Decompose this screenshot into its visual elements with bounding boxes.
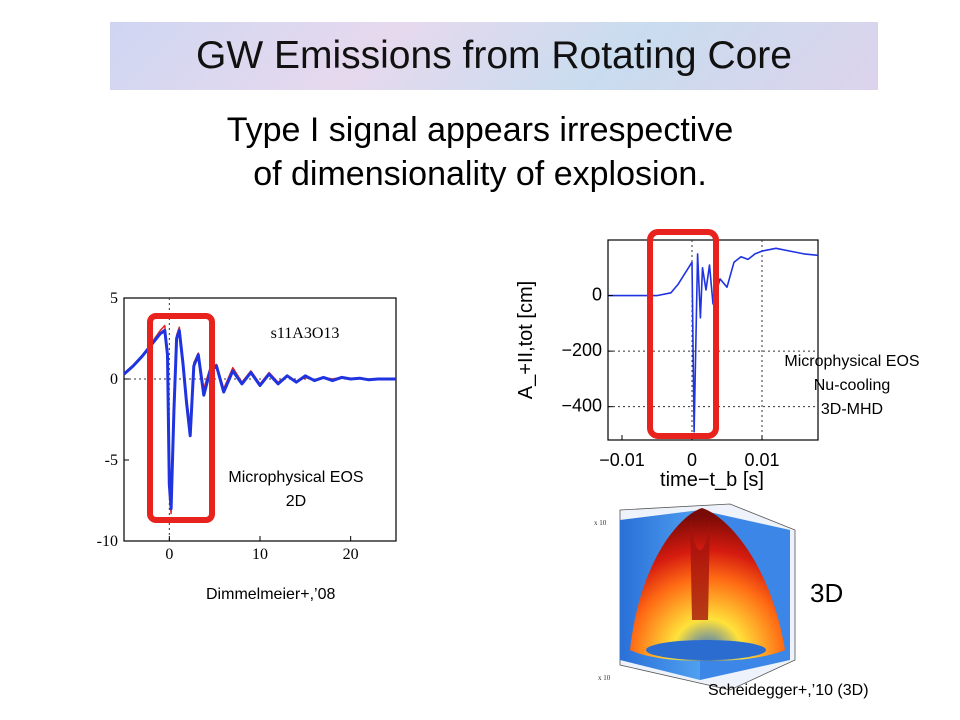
right-waveform-chart: −0.01 0 0.01 0 −200 −400 A_+II,tot [cm] time−… (515, 229, 819, 491)
series-line (608, 247, 819, 433)
cube-axis-glyph: x 10 (594, 519, 607, 527)
left-citation: Dimmelmeier+,’08 (206, 586, 336, 603)
series-line (123, 328, 396, 511)
left-highlight-box (147, 313, 215, 523)
x-tick-label: 0.01 (744, 450, 779, 470)
subtitle-line-1: Type I signal appears irrespective (226, 111, 734, 149)
plume-base (646, 640, 766, 660)
y-tick-label: 0 (110, 371, 118, 388)
cube-axis-glyph: x 10 (598, 674, 611, 682)
x-tick-label: −0.01 (599, 450, 645, 470)
left-chart-title: s11A3O13 (271, 325, 340, 342)
slide-title: GW Emissions from Rotating Core (196, 34, 792, 77)
x-tick-label: 0 (165, 546, 173, 560)
y-tick-label: 5 (110, 290, 118, 307)
right-x-axis-label: time−t_b [s] (660, 469, 764, 491)
plume-core (690, 520, 710, 620)
left-waveform-chart: 0 10 20 5 0 -5 -10 s11A3O13 (97, 290, 397, 560)
subtitle-line-2: of dimensionality of explosion. (253, 155, 707, 193)
y-tick-label: -10 (97, 533, 118, 550)
left-annotation-line-2: 2D (285, 493, 307, 510)
right-annotation-line-2: Nu-cooling (813, 377, 891, 394)
right-y-axis-label: A_+II,tot [cm] (515, 281, 537, 399)
title-banner: GW Emissions from Rotating Core (110, 22, 878, 90)
right-highlight-box (647, 229, 719, 439)
right-citation: Scheidegger+,’10 (3D) (708, 682, 869, 699)
3d-simulation-image: x 10 x 10 (594, 503, 796, 691)
y-tick-label: -5 (105, 452, 118, 469)
right-annotation-line-1: Microphysical EOS (784, 353, 920, 370)
y-tick-label: −200 (561, 340, 602, 360)
y-tick-label: 0 (592, 285, 602, 305)
left-annotation-line-1: Microphysical EOS (228, 469, 364, 486)
x-tick-label: 20 (343, 546, 359, 560)
y-tick-label: −400 (561, 396, 602, 416)
right-annotation: Microphysical EOS Nu-cooling 3D-MHD (752, 350, 952, 422)
x-tick-label: 10 (252, 546, 268, 560)
label-3d: 3D (810, 578, 844, 608)
slide-subtitle: Type I signal appears irrespective of di… (120, 108, 840, 196)
x-tick-label: 0 (687, 450, 697, 470)
right-annotation-line-3: 3D-MHD (820, 401, 884, 418)
left-annotation: Microphysical EOS 2D (196, 466, 396, 514)
